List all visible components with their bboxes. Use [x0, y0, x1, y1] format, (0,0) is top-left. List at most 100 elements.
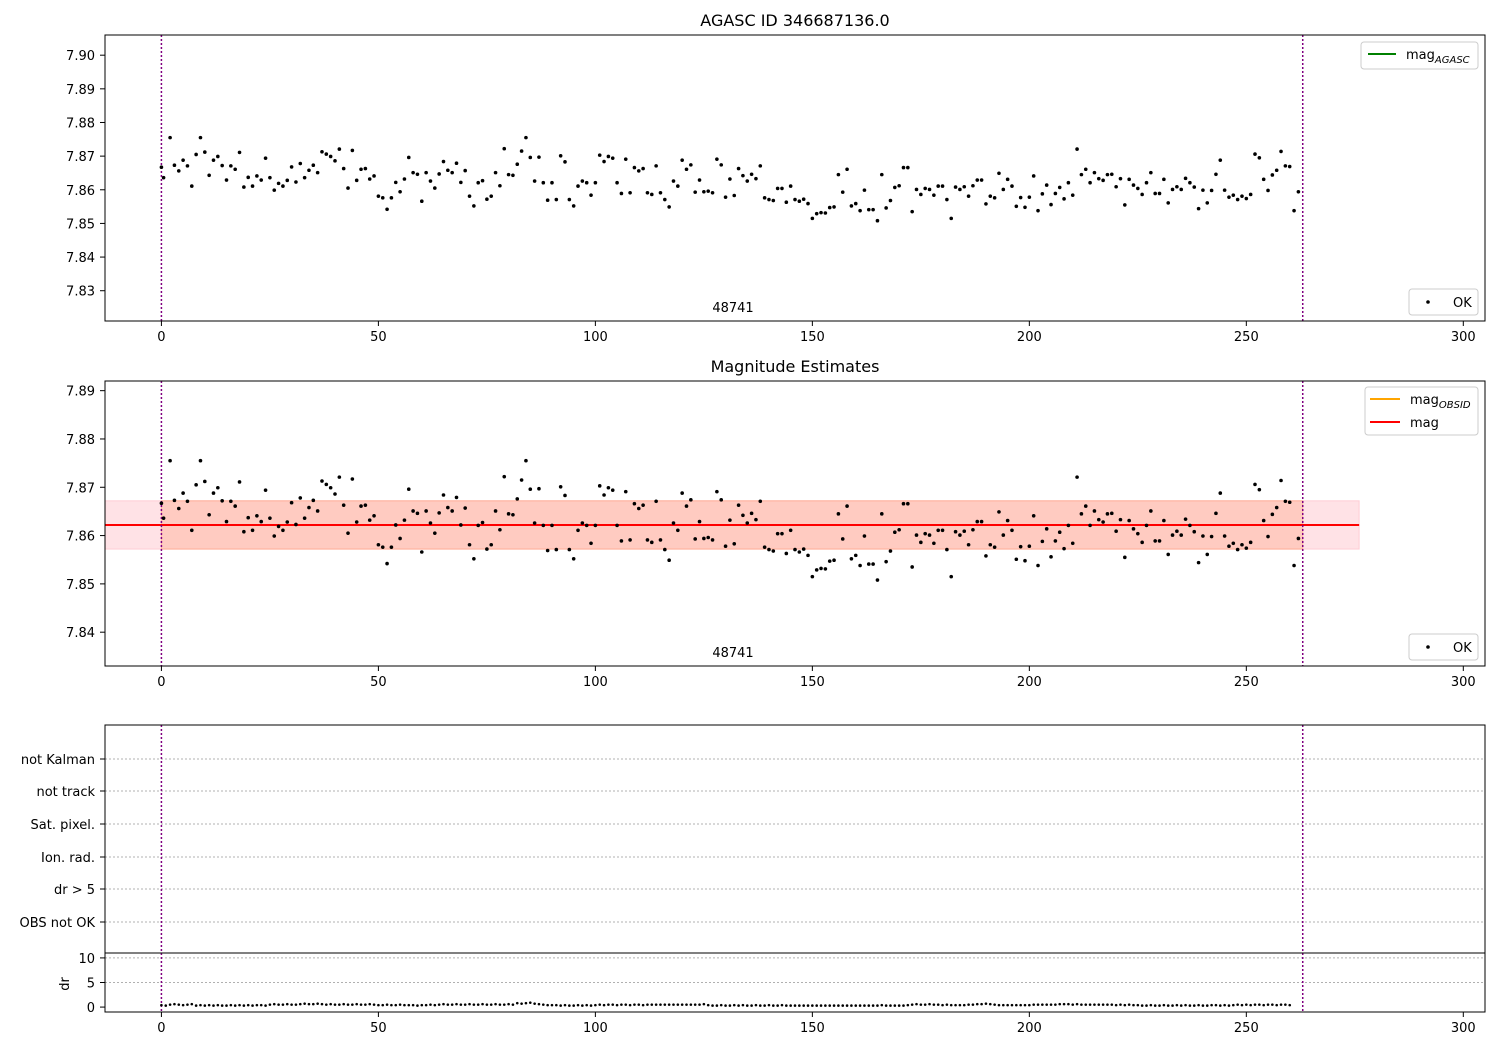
x-tick-label: 150 — [800, 675, 825, 690]
dr-point — [954, 1003, 957, 1007]
mag-point — [302, 175, 307, 180]
mag-point — [1014, 557, 1019, 562]
dr-point — [446, 1003, 450, 1006]
mag-point — [272, 534, 277, 538]
dr-point — [1253, 1003, 1257, 1006]
mag-point — [311, 498, 316, 503]
mag-point — [419, 199, 424, 204]
mag-point — [1127, 177, 1131, 182]
mag-point — [480, 178, 485, 183]
mag-point — [706, 189, 711, 193]
dr-point — [351, 1003, 354, 1006]
mag-point — [723, 544, 728, 549]
dr-point — [277, 1003, 280, 1006]
mag-point — [363, 166, 368, 171]
mag-point — [502, 474, 507, 479]
mag-point — [919, 192, 923, 197]
mag-point — [1279, 478, 1283, 483]
mag-point — [953, 185, 958, 189]
dr-point — [732, 1003, 736, 1007]
mag-point — [1092, 170, 1097, 175]
dr-point — [1119, 1003, 1122, 1006]
mag-point — [1027, 195, 1032, 199]
dr-point — [498, 1003, 502, 1006]
mag-point — [966, 542, 971, 547]
mag-point — [545, 198, 550, 203]
dr-point — [854, 1004, 858, 1007]
y-tick-label: 7.88 — [66, 433, 95, 448]
mag-point — [979, 519, 984, 524]
dr-point — [1067, 1002, 1070, 1006]
mag-point — [962, 529, 967, 534]
dr-point — [294, 1003, 298, 1006]
mag-point — [788, 184, 793, 188]
y-tick-label: 7.84 — [66, 251, 95, 266]
dr-point — [680, 1003, 684, 1006]
dr-point — [884, 1004, 888, 1007]
mag-point — [1010, 184, 1014, 188]
legend-marker-ok — [1426, 645, 1430, 649]
dr-point — [220, 1004, 224, 1007]
mag-point — [354, 520, 359, 524]
mag-point — [654, 164, 658, 168]
mag-point — [767, 197, 771, 202]
mag-point — [1131, 527, 1136, 531]
dr-point — [537, 1002, 541, 1006]
mag-point — [289, 500, 294, 505]
mag-point — [927, 187, 932, 192]
x-tick-label: 250 — [1234, 675, 1259, 690]
mag-point — [437, 172, 441, 176]
mag-point — [519, 149, 524, 153]
dr-point — [307, 1002, 311, 1006]
mag-point — [380, 196, 385, 200]
mag-point — [715, 157, 719, 161]
dr-point — [1192, 1004, 1196, 1007]
dr-point — [763, 1004, 766, 1007]
mag-point — [550, 523, 554, 528]
dr-point — [1071, 1003, 1075, 1006]
dr-point — [988, 1002, 992, 1006]
mag-point — [328, 154, 333, 159]
mag-point — [367, 518, 372, 522]
mag-point — [593, 523, 598, 528]
mag-point — [1101, 520, 1105, 524]
dr-point — [997, 1003, 1001, 1007]
mag-point — [350, 477, 355, 481]
mag-point — [923, 531, 927, 536]
dr-point — [1006, 1003, 1009, 1007]
dr-point — [507, 1002, 510, 1006]
dr-point — [173, 1002, 176, 1006]
dr-point — [420, 1003, 424, 1007]
mag-point — [1222, 534, 1227, 538]
mag-point — [1096, 517, 1101, 522]
mag-point — [1244, 546, 1249, 550]
mag-point — [315, 509, 320, 513]
mag-point — [1292, 208, 1296, 213]
mag-point — [485, 547, 489, 551]
x-tick-label: 100 — [583, 1021, 608, 1036]
mag-point — [823, 211, 828, 215]
mag-point — [671, 179, 676, 183]
dr-point — [1127, 1003, 1131, 1006]
mag-point — [988, 542, 993, 547]
mag-point — [615, 180, 619, 185]
mag-point — [1114, 184, 1118, 189]
mag-point — [667, 558, 671, 563]
flag-category-label: Ion. rad. — [41, 851, 95, 866]
mag-point — [1179, 187, 1184, 192]
mag-point — [1023, 205, 1027, 210]
dr-point — [1158, 1004, 1161, 1007]
mag-point — [333, 159, 337, 163]
mag-point — [428, 179, 433, 183]
dr-point — [346, 1003, 350, 1006]
mag-point — [380, 545, 385, 549]
mag-point — [220, 163, 224, 168]
mag-point — [315, 170, 320, 175]
mag-point — [845, 504, 849, 508]
mag-point — [571, 556, 576, 561]
mag-point — [736, 166, 741, 171]
dr-point — [359, 1003, 363, 1006]
dr-point — [546, 1003, 549, 1007]
mag-point — [333, 492, 337, 496]
mag-point — [1261, 518, 1266, 523]
